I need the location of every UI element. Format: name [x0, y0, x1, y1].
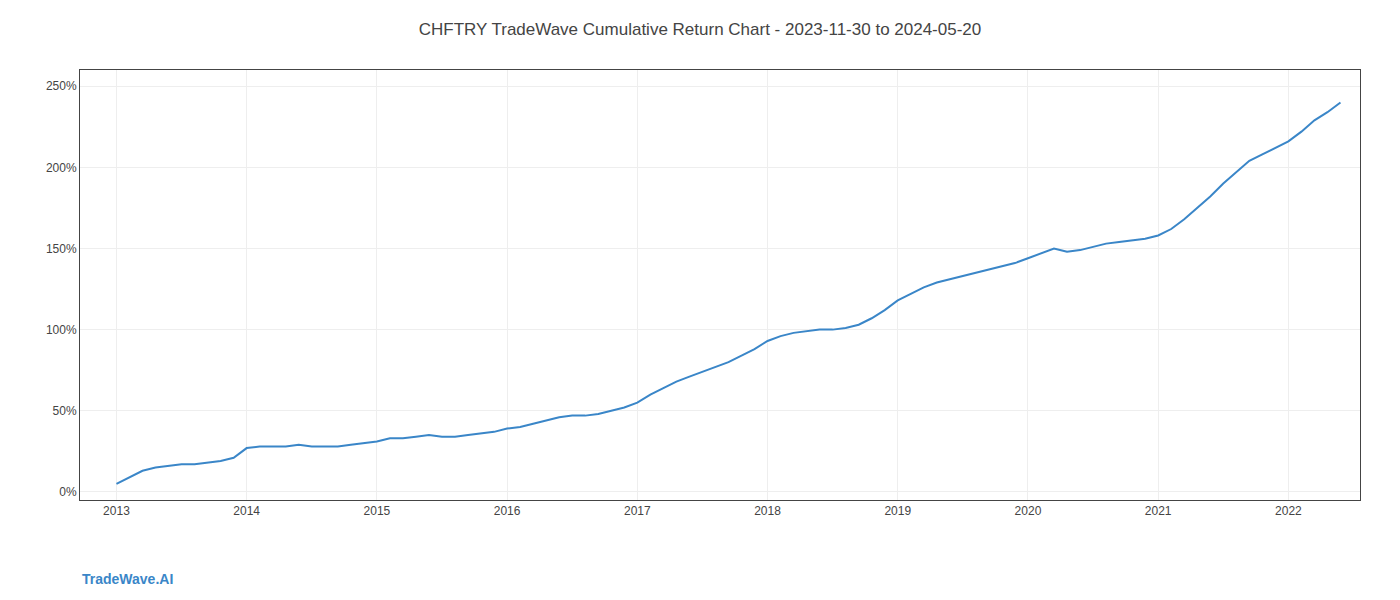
svg-text:CHFTRY TradeWave Cumulative Re: CHFTRY TradeWave Cumulative Return Chart… [419, 20, 982, 39]
svg-text:250%: 250% [46, 79, 77, 93]
svg-text:2016: 2016 [494, 504, 521, 518]
svg-text:50%: 50% [53, 404, 77, 418]
svg-text:2013: 2013 [103, 504, 130, 518]
svg-text:2015: 2015 [364, 504, 391, 518]
svg-text:TradeWave.AI: TradeWave.AI [82, 571, 173, 587]
svg-text:0%: 0% [59, 485, 77, 499]
svg-text:150%: 150% [46, 242, 77, 256]
svg-text:200%: 200% [46, 161, 77, 175]
svg-text:2021: 2021 [1145, 504, 1172, 518]
svg-text:100%: 100% [46, 323, 77, 337]
svg-text:2017: 2017 [624, 504, 651, 518]
svg-text:2018: 2018 [754, 504, 781, 518]
svg-text:2020: 2020 [1015, 504, 1042, 518]
svg-text:2019: 2019 [884, 504, 911, 518]
svg-text:2022: 2022 [1275, 504, 1302, 518]
svg-text:2014: 2014 [233, 504, 260, 518]
